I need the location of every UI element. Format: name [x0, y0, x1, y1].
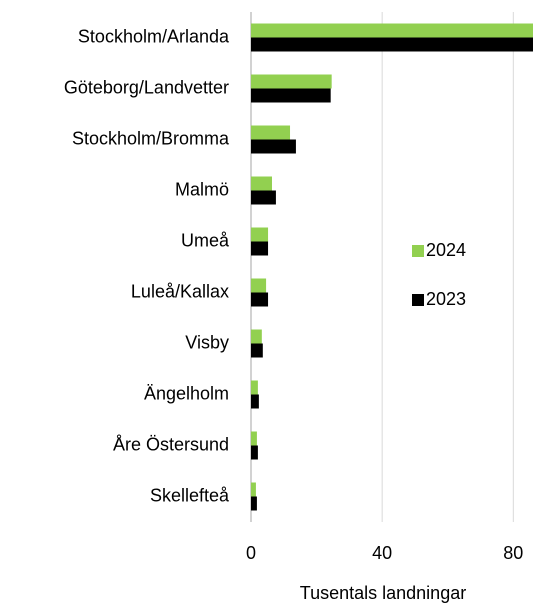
bar	[251, 343, 263, 358]
legend-label: 2023	[426, 289, 466, 309]
bar	[251, 139, 296, 154]
y-tick-label: Göteborg/Landvetter	[64, 77, 229, 97]
bar	[251, 190, 276, 205]
legend-label: 2024	[426, 240, 466, 260]
y-tick-label: Umeå	[181, 230, 230, 250]
y-tick-label: Ängelholm	[144, 383, 229, 403]
bar	[251, 37, 533, 52]
bar	[251, 496, 257, 511]
y-tick-label: Luleå/Kallax	[131, 281, 229, 301]
bar	[251, 125, 291, 140]
y-tick-label: Stockholm/Bromma	[72, 128, 230, 148]
y-tick-label: Skellefteå	[150, 485, 230, 505]
bar	[251, 227, 269, 242]
bar	[251, 329, 262, 344]
y-tick-label: Visby	[185, 332, 229, 352]
bar	[251, 278, 267, 293]
bar	[251, 74, 332, 89]
bar	[251, 431, 257, 446]
bars	[251, 23, 533, 511]
bar	[251, 241, 269, 256]
bar	[251, 380, 258, 395]
bar	[251, 394, 259, 409]
bar	[251, 292, 269, 307]
bar	[251, 88, 331, 103]
x-tick-label: 80	[503, 543, 523, 563]
y-tick-label: Åre Östersund	[113, 434, 229, 454]
x-axis-title: Tusentals landningar	[300, 583, 466, 603]
legend-swatch	[412, 294, 424, 306]
bar	[251, 23, 533, 38]
x-tick-label: 0	[246, 543, 256, 563]
bar	[251, 445, 258, 460]
x-tick-label: 40	[372, 543, 392, 563]
y-tick-label: Stockholm/Arlanda	[78, 26, 230, 46]
y-tick-label: Malmö	[175, 179, 229, 199]
legend-swatch	[412, 245, 424, 257]
bar	[251, 176, 272, 191]
bar	[251, 482, 256, 497]
